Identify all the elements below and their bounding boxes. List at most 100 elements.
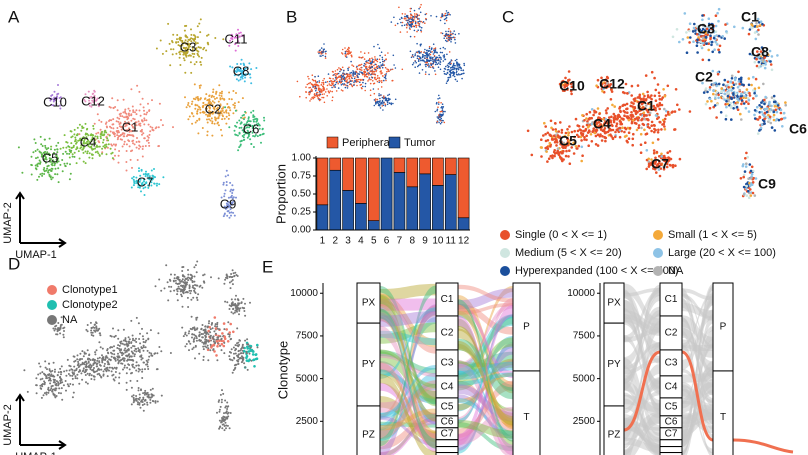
umap-point: [401, 68, 404, 71]
umap-point: [156, 182, 158, 185]
umap-point: [216, 345, 219, 348]
umap-point: [119, 115, 122, 117]
umap-point: [83, 371, 86, 374]
umap-point: [386, 103, 389, 106]
umap-point: [94, 147, 96, 150]
umap-point: [251, 124, 254, 127]
umap-point: [91, 143, 94, 146]
umap-point: [67, 385, 70, 387]
umap-point: [253, 135, 256, 138]
umap-point: [770, 126, 774, 129]
umap-point: [406, 31, 409, 33]
umap-point: [45, 153, 48, 155]
umap-point: [373, 104, 376, 107]
umap-point: [774, 108, 778, 112]
umap-point: [379, 67, 381, 70]
umap-point: [456, 58, 458, 61]
umap-point: [261, 133, 264, 136]
bar-segment: [342, 157, 354, 191]
umap-point: [172, 280, 175, 283]
cluster-label: C10: [559, 78, 585, 94]
umap-point: [322, 85, 324, 87]
umap-point: [107, 143, 110, 146]
umap-point: [356, 68, 359, 70]
umap-point: [403, 17, 406, 20]
umap-point: [237, 79, 240, 82]
umap-point: [730, 118, 733, 121]
umap-point: [73, 133, 76, 136]
umap-point: [205, 103, 208, 106]
umap-point: [422, 55, 424, 58]
umap-point: [102, 141, 104, 144]
umap-point: [363, 73, 366, 75]
umap-point: [154, 285, 157, 288]
umap-point: [47, 147, 50, 150]
umap-point: [424, 48, 426, 51]
umap-point: [146, 174, 149, 177]
umap-point: [450, 59, 453, 61]
umap-point: [418, 24, 420, 27]
umap-point: [449, 34, 452, 36]
umap-point: [57, 160, 60, 163]
umap-point: [773, 129, 777, 132]
umap-point: [53, 164, 56, 167]
umap-point: [139, 122, 142, 125]
umap-point: [84, 365, 87, 368]
umap-point: [237, 68, 240, 71]
umap-point: [249, 124, 252, 127]
umap-point: [141, 357, 144, 360]
umap-point: [114, 371, 117, 373]
umap-point: [189, 43, 192, 45]
umap-point: [161, 52, 164, 55]
umap-point: [360, 87, 363, 89]
umap-point: [218, 114, 221, 117]
umap-point: [105, 143, 108, 146]
umap-point: [231, 192, 234, 194]
umap-point: [85, 360, 87, 363]
umap-point: [137, 347, 140, 350]
umap-point: [732, 93, 735, 97]
umap-point: [348, 77, 351, 80]
umap-point: [228, 201, 231, 204]
umap-point: [181, 266, 184, 269]
umap-point: [371, 57, 373, 59]
umap-point: [191, 46, 194, 49]
umap-point: [410, 14, 412, 16]
umap-point: [252, 118, 255, 121]
umap-point: [78, 157, 81, 160]
umap-point: [140, 346, 143, 349]
umap-point: [50, 148, 52, 151]
bar-segment: [329, 169, 342, 231]
umap-point: [642, 123, 646, 127]
umap-point: [701, 36, 705, 39]
umap-point: [626, 111, 629, 114]
umap-point: [177, 278, 180, 281]
umap-point: [56, 157, 59, 160]
umap-point: [322, 96, 325, 99]
umap-point: [436, 101, 438, 104]
legend-swatch: [388, 136, 401, 149]
umap-point: [769, 60, 772, 63]
umap-point: [201, 286, 204, 289]
umap-point: [112, 327, 114, 330]
umap-point: [219, 344, 221, 347]
umap-point: [636, 84, 640, 87]
cluster-label: C4: [80, 134, 97, 149]
umap-point: [396, 22, 399, 25]
umap-point: [605, 111, 608, 115]
umap-point: [139, 355, 142, 358]
umap-point: [559, 121, 562, 124]
umap-point: [46, 368, 48, 371]
umap-point: [193, 266, 196, 269]
umap-point: [42, 151, 45, 154]
umap-point: [193, 280, 196, 283]
umap-point: [367, 80, 369, 82]
umap-point: [132, 184, 135, 187]
umap-point: [714, 14, 718, 17]
umap-point: [712, 89, 715, 92]
umap-point: [83, 145, 86, 148]
umap-point: [48, 376, 51, 379]
umap-point: [219, 97, 222, 100]
umap-point: [116, 109, 119, 112]
umap-point: [76, 377, 79, 380]
